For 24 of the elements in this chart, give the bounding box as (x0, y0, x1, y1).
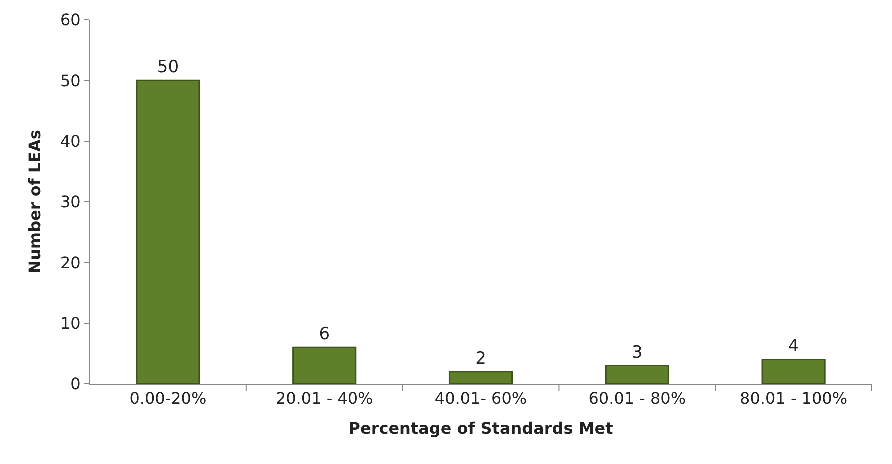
y-tick-label: 60 (60, 10, 81, 30)
y-tick-label: 40 (60, 132, 81, 151)
x-tick-label: 80.01 - 100% (740, 389, 848, 408)
y-axis-title: Number of LEAs (25, 130, 44, 274)
bar (136, 80, 200, 384)
y-tick-label: 50 (60, 71, 81, 90)
x-tick-label: 0.00-20% (130, 389, 207, 408)
bar (762, 358, 826, 384)
y-tick-label: 10 (60, 314, 81, 333)
y-tick-label: 20 (60, 253, 81, 272)
x-tick-label: 40.01- 60% (434, 389, 528, 408)
x-axis-title: Percentage of Standards Met (348, 418, 614, 438)
x-tick-label: 20.01 - 40% (276, 389, 374, 408)
data-label: 4 (788, 336, 800, 357)
x-tick-label: 60.01 - 80% (588, 389, 686, 408)
data-label: 3 (632, 342, 643, 363)
bar (292, 346, 357, 384)
bar (605, 365, 670, 384)
data-label: 2 (476, 348, 486, 369)
data-label: 6 (319, 324, 330, 345)
bar (448, 371, 514, 384)
data-label: 50 (157, 58, 180, 78)
y-tick-label: 0 (70, 374, 81, 394)
y-tick-label: 30 (60, 192, 81, 212)
